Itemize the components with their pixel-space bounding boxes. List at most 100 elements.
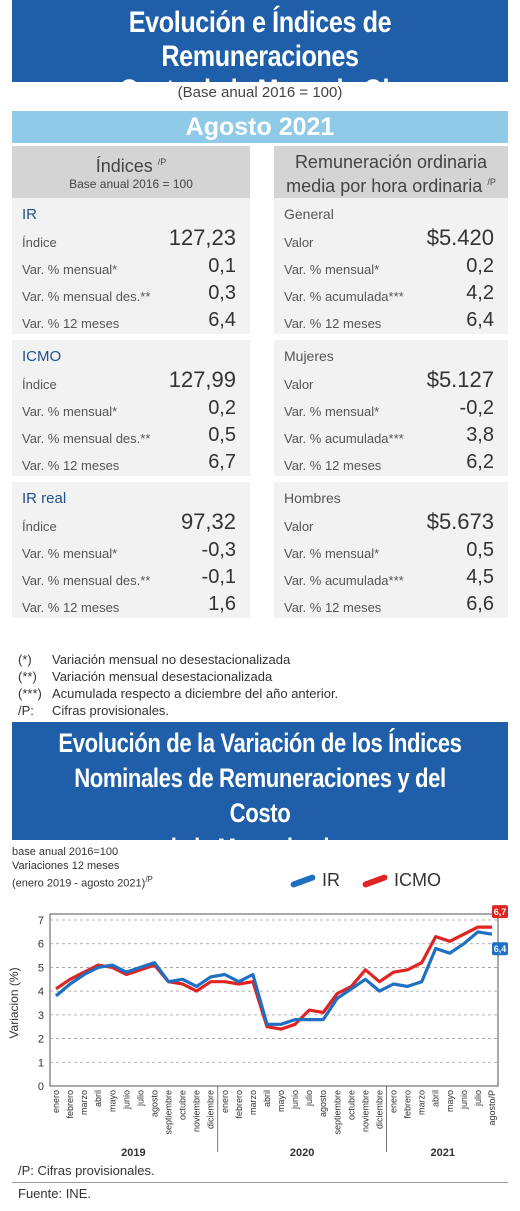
stat-row: Índice 127,23 bbox=[12, 225, 250, 253]
stat-label: Valor bbox=[284, 377, 314, 392]
x-tick-label: abril bbox=[431, 1090, 441, 1107]
x-tick-label: febrero bbox=[65, 1090, 75, 1119]
left-section: IR Índice 127,23 Var. % mensual* 0,1 Var. % m… bbox=[12, 198, 250, 334]
x-tick-label: agosto bbox=[318, 1090, 328, 1117]
top-title-banner: Evolución e Índices de Remuneraciones y … bbox=[12, 0, 508, 107]
stat-row: Índice 97,32 bbox=[12, 509, 250, 537]
stat-row: Valor $5.420 bbox=[274, 225, 508, 253]
x-tick-label: febrero bbox=[403, 1090, 413, 1119]
stat-label: Var. % acumulada*** bbox=[284, 289, 404, 304]
footnote-text: Variación mensual desestacionalizada bbox=[52, 669, 273, 684]
footnote-key: (***) bbox=[18, 686, 42, 701]
remuneracion-column: Remuneración ordinaria media por hora or… bbox=[274, 146, 508, 618]
legend-ir-label: IR bbox=[322, 870, 340, 890]
x-tick-label: enero bbox=[220, 1090, 230, 1113]
right-section: General Valor $5.420 Var. % mensual* 0,2 Var.… bbox=[274, 198, 508, 334]
stat-label: Var. % 12 meses bbox=[22, 600, 120, 615]
chart-title-banner: Evolución de la Variación de los Índices… bbox=[12, 722, 508, 863]
stat-row: Índice 127,99 bbox=[12, 367, 250, 395]
section-title: IR bbox=[22, 206, 37, 223]
footnote-key: (**) bbox=[18, 669, 37, 684]
y-tick-label: 0 bbox=[38, 1081, 44, 1093]
stat-label: Var. % 12 meses bbox=[284, 600, 382, 615]
right-section: Mujeres Valor $5.127 Var. % mensual* -0,2 Var… bbox=[274, 340, 508, 476]
x-tick-label: junio bbox=[459, 1090, 469, 1110]
legend-icmo-swatch bbox=[361, 873, 389, 888]
chart-footnote: /P: Cifras provisionales. bbox=[18, 1163, 155, 1178]
stat-label: Var. % 12 meses bbox=[284, 316, 382, 331]
series-line-ir bbox=[54, 930, 493, 1026]
x-tick-label: mayo bbox=[276, 1090, 286, 1112]
chart-title-line1: Evolución de la Variación de los Índices bbox=[58, 728, 462, 758]
legend-ir-swatch bbox=[289, 873, 317, 888]
stat-row: Var. % 12 meses 6,7 bbox=[12, 449, 250, 476]
y-axis-label: Variacion (%) bbox=[7, 967, 21, 1038]
stat-row: Var. % mensual des.** 0,3 bbox=[12, 280, 250, 307]
x-tick-label: julio bbox=[473, 1090, 483, 1107]
chart-title-line2: Nominales de Remuneraciones y del Costo bbox=[74, 763, 446, 828]
chart-meta: base anual 2016=100 Variaciones 12 meses… bbox=[12, 845, 153, 891]
x-tick-label: julio bbox=[304, 1090, 314, 1107]
stat-label: Var. % mensual* bbox=[22, 546, 118, 561]
left-section: IR real Índice 97,32 Var. % mensual* -0,3 Var… bbox=[12, 482, 250, 618]
chart-meta-variation: Variaciones 12 meses bbox=[12, 860, 120, 872]
footnote-key: (*) bbox=[18, 652, 32, 667]
x-tick-label: marzo bbox=[248, 1090, 258, 1115]
stat-value: $5.420 bbox=[426, 225, 494, 250]
end-label-icmo: 6,7 bbox=[494, 907, 507, 917]
footnote-item: /P: Cifras provisionales. bbox=[18, 702, 498, 719]
stat-row: Var. % mensual des.** 0,5 bbox=[12, 422, 250, 449]
x-tick-label: abril bbox=[93, 1090, 103, 1107]
stat-label: Var. % acumulada*** bbox=[284, 573, 404, 588]
source-divider bbox=[12, 1182, 508, 1183]
y-tick-label: 2 bbox=[38, 1034, 44, 1046]
stat-row: Var. % 12 meses 6,4 bbox=[12, 307, 250, 334]
stat-row: Var. % acumulada*** 3,8 bbox=[274, 422, 508, 449]
x-tick-label: mayo bbox=[445, 1090, 455, 1112]
stat-label: Var. % mensual* bbox=[22, 262, 118, 277]
source-note: Fuente: INE. bbox=[18, 1186, 91, 1201]
x-tick-label: enero bbox=[389, 1090, 399, 1113]
y-tick-label: 3 bbox=[38, 1010, 44, 1022]
stat-value: $5.127 bbox=[426, 367, 494, 392]
indices-header-sup: /P bbox=[157, 157, 167, 167]
x-tick-label: octubre bbox=[178, 1090, 188, 1120]
y-tick-label: 7 bbox=[38, 915, 44, 927]
right-section: Hombres Valor $5.673 Var. % mensual* 0,5 Var.… bbox=[274, 482, 508, 618]
x-tick-label: octubre bbox=[346, 1090, 356, 1120]
x-tick-label: marzo bbox=[79, 1090, 89, 1115]
x-tick-label: mayo bbox=[107, 1090, 117, 1112]
stat-value: 127,99 bbox=[168, 367, 236, 392]
stat-row: Var. % mensual* -0,2 bbox=[274, 395, 508, 422]
stat-label: Var. % 12 meses bbox=[22, 458, 120, 473]
x-tick-label: diciembre bbox=[206, 1090, 216, 1129]
x-tick-label: junio bbox=[290, 1090, 300, 1110]
footnote-text: Acumulada respecto a diciembre del año a… bbox=[52, 686, 339, 701]
x-tick-label: agosto bbox=[149, 1090, 159, 1117]
stat-value: 3,8 bbox=[466, 424, 494, 446]
x-tick-label: noviembre bbox=[360, 1090, 370, 1132]
stat-label: Var. % mensual* bbox=[22, 404, 118, 419]
stat-row: Var. % acumulada*** 4,5 bbox=[274, 564, 508, 591]
stat-value: 127,23 bbox=[168, 225, 236, 250]
y-tick-label: 4 bbox=[38, 986, 44, 998]
stat-label: Var. % mensual des.** bbox=[22, 431, 151, 446]
year-label: 2019 bbox=[121, 1147, 145, 1159]
footnote-key: /P: bbox=[18, 703, 34, 718]
x-tick-label: septiembre bbox=[164, 1090, 174, 1135]
stat-label: Var. % acumulada*** bbox=[284, 431, 404, 446]
stat-label: Valor bbox=[284, 519, 314, 534]
stat-value: -0,3 bbox=[201, 539, 236, 561]
base-subtitle: (Base anual 2016 = 100) bbox=[177, 84, 343, 101]
stat-value: 6,7 bbox=[208, 451, 236, 473]
stat-row: Var. % mensual* -0,3 bbox=[12, 537, 250, 564]
left-section: ICMO Índice 127,99 Var. % mensual* 0,2 Var. %… bbox=[12, 340, 250, 476]
stat-row: Var. % mensual* 0,1 bbox=[12, 253, 250, 280]
indices-header: Índices /P Base anual 2016 = 100 bbox=[12, 146, 250, 198]
y-tick-label: 1 bbox=[38, 1057, 44, 1069]
stat-row: Valor $5.127 bbox=[274, 367, 508, 395]
footnotes: (*) Variación mensual no desestacionaliza… bbox=[18, 651, 498, 719]
stat-value: 0,5 bbox=[466, 539, 494, 561]
stat-row: Var. % mensual* 0,5 bbox=[274, 537, 508, 564]
